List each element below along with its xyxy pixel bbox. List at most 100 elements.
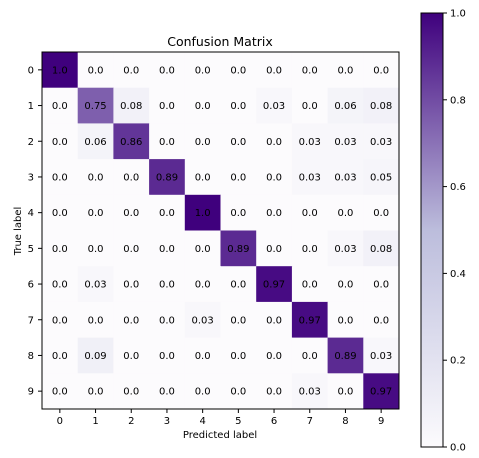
heatmap-cell <box>184 123 221 160</box>
heatmap-cell <box>363 373 400 410</box>
heatmap-cell <box>291 52 329 89</box>
heatmap-cell <box>113 337 150 374</box>
heatmap-cell <box>113 194 150 231</box>
cell-value-label: 0.0 <box>230 280 246 291</box>
cell-value-label: 0.0 <box>123 65 139 76</box>
cell-value-label: 0.0 <box>123 172 139 183</box>
y-tick-label: 6 <box>28 280 34 291</box>
cell-value-label: 0.0 <box>52 208 68 219</box>
heatmap-cell <box>256 194 293 231</box>
cell-value-label: 0.0 <box>302 280 318 291</box>
cell-value-label: 0.0 <box>302 65 318 76</box>
cell-value-label: 0.0 <box>373 315 389 326</box>
cell-value-label: 0.05 <box>370 172 392 183</box>
cell-value-label: 0.03 <box>263 101 285 112</box>
cell-value-label: 0.0 <box>195 387 211 398</box>
heatmap-cell <box>149 373 186 410</box>
heatmap-cell <box>42 266 79 303</box>
cell-value-label: 0.08 <box>120 101 142 112</box>
heatmap-cell <box>42 52 79 89</box>
cell-value-label: 0.0 <box>88 387 104 398</box>
heatmap-cell <box>256 159 293 196</box>
heatmap-cell <box>113 301 150 339</box>
cell-value-label: 0.0 <box>302 101 318 112</box>
cell-value-label: 0.0 <box>373 208 389 219</box>
cell-value-label: 0.0 <box>88 172 104 183</box>
y-tick-label: 9 <box>28 387 34 398</box>
heatmap-cells: 1.0 0.0 0.0 0.0 0.0 0.0 0.0 0.0 0.0 0.0 0.0 0.75 0.0… <box>42 52 400 410</box>
heatmap-cell <box>363 52 400 89</box>
y-tick-label: 1 <box>28 101 34 112</box>
cell-value-label: 0.0 <box>159 208 175 219</box>
heatmap-cell <box>363 337 400 374</box>
cell-value-label: 0.0 <box>123 280 139 291</box>
y-axis-label: True label <box>13 207 24 257</box>
heatmap-cell <box>184 194 221 231</box>
heatmap-cell <box>184 87 221 124</box>
heatmap-cell <box>77 52 114 89</box>
heatmap-cell <box>149 123 186 160</box>
cell-value-label: 0.0 <box>195 65 211 76</box>
heatmap-cell <box>42 337 79 374</box>
colorbar-tick-label: 0.2 <box>450 356 466 367</box>
heatmap-cell <box>327 373 364 410</box>
heatmap-cell <box>291 230 329 267</box>
cell-value-label: 0.06 <box>84 137 106 148</box>
colorbar-tick-label: 0.8 <box>450 95 466 106</box>
cell-value-label: 0.0 <box>123 244 139 255</box>
cell-value-label: 0.0 <box>302 244 318 255</box>
heatmap-cell <box>327 159 364 196</box>
heatmap-cell <box>220 123 257 160</box>
cell-value-label: 0.0 <box>266 65 282 76</box>
colorbar-tick-label: 0.6 <box>450 182 466 193</box>
heatmap-cell <box>291 123 329 160</box>
heatmap-cell <box>42 87 79 124</box>
x-tick-label: 5 <box>235 416 241 427</box>
chart-title: Confusion Matrix <box>167 34 273 49</box>
x-tick-label: 2 <box>128 416 134 427</box>
heatmap-cell <box>77 159 114 196</box>
cell-value-label: 0.09 <box>84 351 106 362</box>
cell-value-label: 0.0 <box>195 137 211 148</box>
cell-value-label: 0.0 <box>266 387 282 398</box>
cell-value-label: 0.97 <box>299 315 321 326</box>
heatmap-cell <box>184 373 221 410</box>
cell-value-label: 0.03 <box>84 280 106 291</box>
heatmap-cell <box>291 266 329 303</box>
heatmap-cell <box>77 230 114 267</box>
cell-value-label: 0.97 <box>263 280 285 291</box>
cell-value-label: 0.0 <box>266 208 282 219</box>
heatmap-cell <box>256 52 293 89</box>
heatmap-cell <box>327 230 364 267</box>
heatmap-cell <box>149 230 186 267</box>
x-axis-label: Predicted label <box>183 430 257 441</box>
cell-value-label: 0.0 <box>373 65 389 76</box>
heatmap-cell <box>77 194 114 231</box>
cell-value-label: 0.97 <box>370 387 392 398</box>
plot-frame <box>41 51 400 410</box>
cell-value-label: 0.0 <box>266 244 282 255</box>
cell-value-label: 0.03 <box>370 137 392 148</box>
cell-value-label: 0.0 <box>88 208 104 219</box>
heatmap-cell <box>327 301 364 339</box>
heatmap-cell <box>220 194 257 231</box>
cell-value-label: 0.0 <box>123 351 139 362</box>
x-tick-label: 9 <box>378 416 384 427</box>
cell-value-label: 0.0 <box>88 315 104 326</box>
cell-value-label: 0.0 <box>337 315 353 326</box>
cell-value-label: 0.0 <box>337 280 353 291</box>
y-tick-label: 3 <box>28 172 34 183</box>
cell-value-label: 0.0 <box>302 351 318 362</box>
colorbar <box>420 12 444 448</box>
cell-value-label: 0.0 <box>195 280 211 291</box>
cell-value-label: 0.03 <box>370 351 392 362</box>
cell-value-label: 0.0 <box>337 387 353 398</box>
cell-value-label: 0.0 <box>52 101 68 112</box>
heatmap-cell <box>256 373 293 410</box>
cell-value-label: 0.0 <box>337 65 353 76</box>
heatmap-cell <box>220 159 257 196</box>
cell-value-label: 0.0 <box>266 351 282 362</box>
cell-value-label: 0.0 <box>373 280 389 291</box>
cell-value-label: 0.0 <box>159 101 175 112</box>
